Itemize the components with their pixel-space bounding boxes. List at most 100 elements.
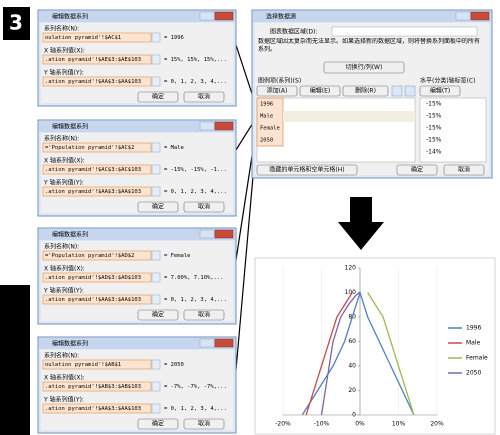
up-button[interactable]	[391, 85, 403, 97]
reference-box[interactable]	[42, 54, 152, 65]
ok-button[interactable]	[137, 418, 179, 430]
ref-button[interactable]	[151, 272, 161, 283]
hidden-cells-button[interactable]	[256, 164, 358, 176]
reference-box[interactable]	[42, 250, 152, 261]
range-box[interactable]	[331, 26, 478, 37]
legend-label: Female	[466, 355, 488, 362]
cancel-button-label: 取消	[198, 311, 210, 319]
field-label: Y 轴系列值(Y):	[43, 179, 84, 187]
reference-box[interactable]	[42, 381, 152, 392]
axis-list	[419, 97, 487, 163]
ref-button[interactable]	[151, 359, 161, 370]
ref-button[interactable]	[151, 403, 161, 414]
ref-button[interactable]	[151, 142, 161, 153]
delete-button[interactable]	[342, 85, 389, 97]
x-tick-label: -10%	[314, 421, 330, 428]
ok-button[interactable]	[137, 201, 179, 213]
series-item[interactable]: 1996	[260, 102, 273, 108]
cancel-button[interactable]	[183, 201, 225, 213]
dialog-title: 编辑数据系列	[52, 340, 88, 348]
reference-box[interactable]	[42, 76, 152, 87]
ok-button[interactable]	[396, 164, 438, 176]
add-button[interactable]	[256, 85, 298, 97]
add-button-label: 添加(A)	[267, 87, 288, 95]
title-bar	[253, 11, 491, 22]
reference-box[interactable]	[42, 164, 152, 175]
ref-button[interactable]	[151, 294, 161, 305]
y-tick-label: 120	[345, 265, 357, 272]
series-item[interactable]: Male	[260, 114, 273, 120]
x-tick-label: 0%	[355, 421, 365, 428]
series-item[interactable]: Female	[260, 126, 280, 132]
cancel-button[interactable]	[183, 91, 225, 103]
help-button[interactable]	[199, 121, 215, 131]
help-button[interactable]	[199, 338, 215, 348]
close-button[interactable]	[214, 338, 234, 348]
field-label: 系列名称(N):	[44, 135, 79, 143]
list-highlight	[256, 97, 284, 147]
axis-edit-button[interactable]	[419, 85, 461, 97]
reference-box[interactable]	[42, 186, 152, 197]
x-tick-label: -20%	[275, 421, 291, 428]
help-button[interactable]	[455, 11, 471, 21]
message: 数据区域因太复杂而无法显示。如果选择新的数据区域，则将替换系列面板中的所有系列。	[258, 38, 481, 53]
axis-edit-button-label: 编辑(T)	[430, 87, 450, 95]
cancel-button[interactable]	[183, 418, 225, 430]
reference-box[interactable]	[42, 359, 152, 370]
field-label: X 轴系列值(X):	[44, 47, 85, 55]
ok-button[interactable]	[137, 309, 179, 321]
reference-box[interactable]	[42, 294, 152, 305]
field-label: X 轴系列值(X):	[44, 374, 85, 382]
reference-text: .ation pyramid'!$AA$3:$AA$103	[45, 189, 141, 195]
close-button[interactable]	[214, 229, 234, 239]
ref-button[interactable]	[151, 381, 161, 392]
ref-button[interactable]	[151, 250, 161, 261]
close-button[interactable]	[214, 121, 234, 131]
reference-text: .ation pyramid'!$AB$3:$AB$103	[45, 384, 141, 390]
series-item[interactable]: 2050	[260, 138, 273, 144]
reference-box[interactable]	[42, 32, 152, 43]
axis-item: -15%	[426, 137, 442, 144]
reference-text: .ation pyramid'!$AE$3:$AE$103	[45, 57, 141, 63]
reference-text: .ation pyramid'!$AA$3:$AA$103	[45, 297, 141, 303]
field-label: X 轴系列值(X):	[44, 265, 85, 273]
series-line	[320, 291, 361, 416]
reference-box[interactable]	[42, 142, 152, 153]
switch-button[interactable]	[323, 61, 405, 74]
field-value: = 1996	[164, 35, 184, 41]
edit-button[interactable]	[299, 85, 341, 97]
dialog-title: 编辑数据系列	[52, 231, 88, 239]
ref-button[interactable]	[151, 164, 161, 175]
field-value: = Male	[164, 145, 184, 151]
close-button[interactable]	[470, 11, 490, 21]
help-button[interactable]	[199, 11, 215, 21]
axis-label: 水平(分类)轴标签(C)	[420, 77, 476, 85]
field-value: = -7%, -7%, -7%,...	[164, 384, 227, 390]
help-button[interactable]	[199, 229, 215, 239]
cancel-button[interactable]	[183, 309, 225, 321]
ref-button[interactable]	[151, 54, 161, 65]
reference-box[interactable]	[42, 272, 152, 283]
reference-text: ='Population pyramid'!$AC$2	[45, 145, 134, 151]
cancel-button-label: 取消	[198, 420, 210, 428]
ref-button[interactable]	[151, 186, 161, 197]
down-button[interactable]	[404, 85, 416, 97]
ok-button[interactable]	[137, 91, 179, 103]
ref-button[interactable]	[151, 76, 161, 87]
field-label: Y 轴系列值(Y):	[43, 69, 84, 77]
field-value: = 15%, 15%, 15%,...	[164, 57, 227, 63]
legend-label: 1996	[466, 325, 481, 332]
legend-label: Male	[466, 340, 481, 347]
field-label: X 轴系列值(X):	[44, 157, 85, 165]
message-text: 数据区域因太复杂而无法显示。如果选择新的数据区域，则将替换系列面板中的所有系列。	[258, 38, 481, 53]
close-button[interactable]	[214, 11, 234, 21]
dialog-title: 编辑数据系列	[52, 13, 88, 21]
x-tick-label: 20%	[430, 421, 444, 428]
cancel-button[interactable]	[443, 164, 485, 176]
hidden-cells-button-label: 隐藏的单元格和空单元格(H)	[269, 166, 344, 174]
title-bar	[39, 338, 235, 349]
ref-button[interactable]	[151, 32, 161, 43]
reference-box[interactable]	[42, 403, 152, 414]
range-label: 图表数据区域(D):	[270, 28, 317, 36]
ok-button-label: 确定	[152, 420, 164, 428]
